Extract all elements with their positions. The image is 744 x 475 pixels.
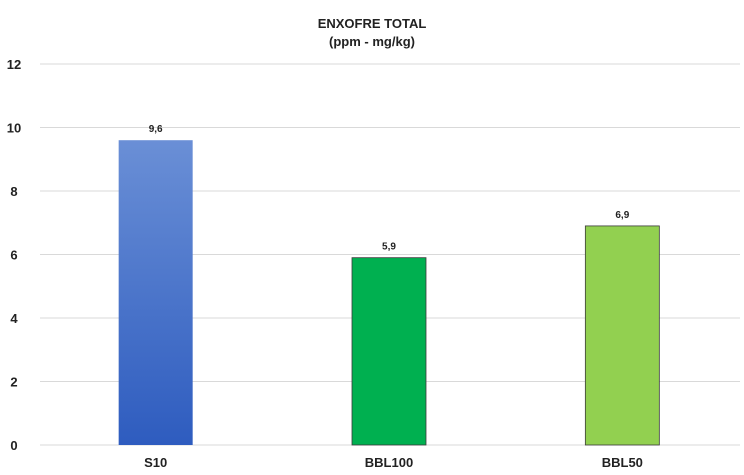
- y-tick-label: 0: [10, 438, 17, 453]
- data-label: 6,9: [615, 210, 629, 221]
- bar-bbl50: [584, 225, 660, 446]
- x-category-label: BBL100: [365, 455, 413, 470]
- x-category-label: S10: [144, 455, 167, 470]
- data-label: 9,6: [149, 124, 163, 135]
- chart-title: ENXOFRE TOTAL: [318, 16, 427, 31]
- x-category-label: BBL50: [602, 455, 643, 470]
- data-label: 5,9: [382, 242, 396, 253]
- y-tick-label: 12: [7, 57, 21, 72]
- y-tick-label: 2: [10, 375, 17, 390]
- y-tick-label: 4: [10, 311, 18, 326]
- bars: [118, 140, 660, 446]
- y-tick-label: 10: [7, 121, 21, 136]
- y-tick-label: 6: [10, 248, 17, 263]
- chart-subtitle: (ppm - mg/kg): [329, 34, 415, 49]
- y-axis-ticks: 0 2 4 6 8 10 12: [7, 57, 21, 453]
- bar-s10: [118, 140, 193, 445]
- bar-bbl100: [351, 257, 427, 446]
- y-tick-label: 8: [10, 184, 17, 199]
- x-axis-labels: S10 BBL100 BBL50: [144, 455, 643, 470]
- data-labels: 9,6 5,9 6,9: [149, 124, 630, 252]
